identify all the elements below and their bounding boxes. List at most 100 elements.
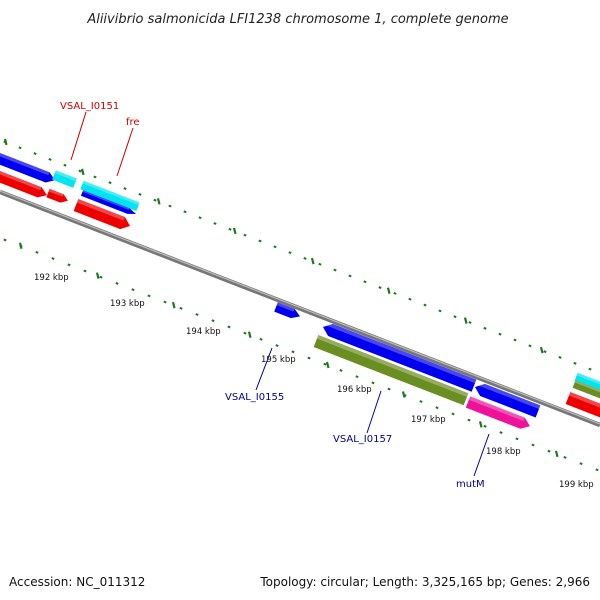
ring-dot <box>163 300 167 304</box>
ring-dot <box>138 192 142 196</box>
gene-arrow-VSAL_I0157-body <box>323 323 477 392</box>
ring-dot <box>563 455 567 459</box>
gene-arrow-mutM-shine <box>468 396 525 421</box>
ring-dot <box>543 350 547 354</box>
gene-arrow-olive-edge-shine <box>574 380 600 397</box>
leader-fre <box>116 127 134 177</box>
ring-dot <box>393 291 397 295</box>
tick-label-195: 195 kbp <box>261 355 296 365</box>
inner-kbp-tick <box>554 450 559 458</box>
gene-label-mutM[interactable]: mutM <box>456 479 485 490</box>
ring-dot <box>108 181 112 185</box>
gene-arrow-cyan-edge[interactable] <box>574 372 600 395</box>
gene-arrow-fre-cyan[interactable] <box>80 180 140 211</box>
gene-arrow-olive-edge-body <box>572 380 600 402</box>
gene-arrow-mutM-body <box>465 396 531 429</box>
gene-arrow-blue-1[interactable] <box>0 149 57 185</box>
gene-arrow-olive-edge[interactable] <box>572 380 600 402</box>
ring-dot <box>33 152 37 156</box>
gene-arrow-red-2[interactable] <box>46 188 69 205</box>
gene-arrow-blue-2[interactable] <box>473 380 541 418</box>
gene-arrow-cyan-edge-shine <box>576 372 600 389</box>
gene-arrow-VSAL_I0155-shine <box>276 302 295 312</box>
ring-dot <box>273 245 277 249</box>
gene-arrow-blue-2-shine <box>475 380 541 410</box>
ring-dot <box>423 303 427 307</box>
ring-dot <box>198 216 202 220</box>
ring-dot <box>468 321 472 324</box>
ring-dot <box>318 262 322 266</box>
outer-kbp-tick <box>156 198 161 205</box>
tick-label-194: 194 kbp <box>186 327 221 337</box>
ring-dot <box>588 367 592 371</box>
ring-dot <box>435 406 439 410</box>
tick-label-192: 192 kbp <box>34 273 69 283</box>
tick-label-196: 196 kbp <box>337 385 372 395</box>
gene-label-fre[interactable]: fre <box>126 117 140 128</box>
gene-label-leaders <box>70 111 490 477</box>
leader-VSAL_I0157 <box>366 390 382 434</box>
ring-dot <box>168 204 172 208</box>
ring-dot <box>131 288 135 292</box>
gene-labels: VSAL_I0151 fre VSAL_I0155 VSAL_I0157 mut… <box>60 101 485 490</box>
gene-arrow-cyan-edge-body <box>574 372 600 395</box>
gene-arrow-VSAL_I0151[interactable] <box>52 170 77 188</box>
ring-dot <box>213 222 217 225</box>
ring-dot <box>115 282 119 285</box>
ring-dot <box>99 275 103 279</box>
outer-dot-ring <box>3 140 592 371</box>
inner-kbp-tick <box>95 272 100 279</box>
tick-label-198: 198 kbp <box>486 447 521 457</box>
gene-arrow-mutM[interactable] <box>465 396 532 431</box>
gene-arrow-olive[interactable] <box>313 334 469 406</box>
gene-arrow-red-3[interactable] <box>73 198 133 232</box>
ring-dot <box>355 375 359 379</box>
gene-arrow-fre-blue-shine <box>82 190 130 210</box>
gene-arrow-VSAL_I0155-body <box>274 302 301 319</box>
outer-kbp-tick <box>386 287 391 294</box>
inner-kbp-tick <box>325 361 330 369</box>
tick-label-197: 197 kbp <box>411 415 446 425</box>
gene-arrow-red-1-body <box>0 167 48 198</box>
gene-arrow-fre-cyan-shine <box>82 180 140 206</box>
ring-dot <box>363 280 367 284</box>
gene-arrow-red-edge-shine <box>568 391 600 409</box>
ring-dot <box>195 313 199 316</box>
ring-dot <box>531 443 535 447</box>
ring-dot <box>307 356 311 360</box>
ring-dot <box>558 356 562 359</box>
gene-label-VSAL_I0151[interactable]: VSAL_I0151 <box>60 101 119 112</box>
gene-arrow-red-2-shine <box>48 188 64 197</box>
gene-arrow-red-edge[interactable] <box>565 391 600 420</box>
ring-dot <box>483 326 487 330</box>
ring-dot <box>579 462 583 466</box>
ring-dot <box>275 344 279 347</box>
ring-dot <box>147 294 151 298</box>
gene-label-VSAL_I0155[interactable]: VSAL_I0155 <box>225 392 284 403</box>
outer-kbp-tick <box>3 138 8 146</box>
gene-label-VSAL_I0157[interactable]: VSAL_I0157 <box>333 434 392 445</box>
gene-arrow-red-2-body <box>46 188 69 203</box>
tick-label-193: 193 kbp <box>110 299 145 309</box>
ring-dot <box>467 418 471 422</box>
gene-arrow-fre-blue[interactable] <box>80 190 137 217</box>
ring-dot <box>183 210 187 214</box>
inner-kbp-tick <box>171 301 176 309</box>
gene-arrow-VSAL_I0157-shine <box>323 320 477 384</box>
inner-kbp-tick <box>401 391 406 398</box>
genome-summary-text: Topology: circular; Length: 3,325,165 bp… <box>259 575 590 589</box>
gene-arrow-VSAL_I0155[interactable] <box>274 302 302 321</box>
inner-dot-ring <box>3 238 599 472</box>
outer-kbp-tick <box>310 257 315 265</box>
ring-dot <box>438 309 442 313</box>
inner-kbp-tick <box>18 242 23 250</box>
ring-dot <box>419 400 423 403</box>
gene-arrow-olive-shine <box>316 334 469 397</box>
gene-arrow-red-1[interactable] <box>0 167 49 200</box>
ring-dot <box>35 250 39 254</box>
ring-dot <box>179 306 183 310</box>
gene-features <box>0 149 600 431</box>
gene-arrow-VSAL_I0157[interactable] <box>321 320 477 392</box>
ring-dot <box>243 331 247 335</box>
